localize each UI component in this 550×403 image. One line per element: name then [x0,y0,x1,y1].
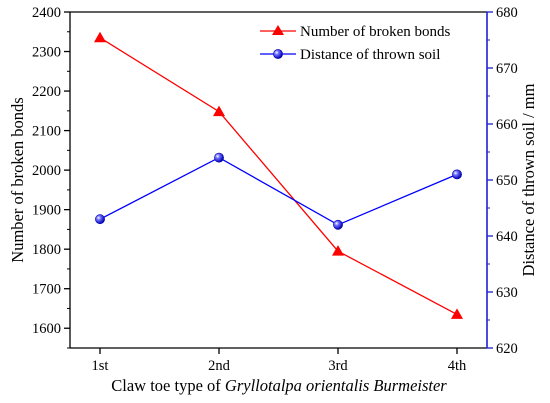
broken-bonds-point [213,105,225,117]
right-tick-label: 660 [496,117,518,133]
left-axis-title: Number of broken bonds [8,97,27,262]
thrown-soil-point [214,152,224,163]
legend-item-thrown-soil: Distance of thrown soil [260,47,440,63]
series-line-thrown-soil [99,156,458,226]
legend-circle-marker-icon [273,49,283,59]
x-axis-title-prefix: Claw toe type of [111,376,225,395]
left-tick-label: 1700 [32,282,61,298]
thrown-soil-point [95,214,105,225]
right-tick-label: 670 [496,61,518,77]
x-tick-label: 3rd [328,358,348,374]
legend-item-broken-bonds: Number of broken bonds [260,24,451,40]
legend-triangle-marker-icon [272,25,284,35]
right-tick-label: 620 [496,341,518,357]
thrown-soil-point [452,169,462,180]
left-tick-label: 2400 [32,5,61,21]
right-tick-label: 640 [496,229,518,245]
thrown-soil-point [333,219,343,230]
legend: Number of broken bonds Distance of throw… [260,24,451,63]
left-tick-label: 1800 [32,242,61,258]
left-tick-label: 1900 [32,203,61,219]
left-tick-label: 2200 [32,84,61,100]
x-tick-label: 1st [92,358,109,374]
broken-bonds-point [451,308,463,319]
left-tick-label: 2100 [32,124,61,140]
legend-label-thrown-soil: Distance of thrown soil [300,47,440,63]
left-tick-label: 1600 [32,321,61,337]
broken-bonds-point [94,31,106,43]
left-tick-label: 2000 [32,163,61,179]
right-axis-title: Distance of thrown soil / mm [519,83,538,276]
series-layer [94,31,463,319]
broken-bonds-point [332,245,344,256]
right-tick-label: 630 [496,285,518,301]
left-tick-label: 2300 [32,45,61,61]
legend-label-broken-bonds: Number of broken bonds [300,24,451,40]
series-line-broken-bonds [99,37,458,315]
x-tick-label: 2nd [208,358,231,374]
x-axis-title-species: Gryllotalpa orientalis Burmeister [225,376,447,395]
axes: 1600 1700 1800 1900 2000 2100 2200 2300 2400 620 6… [32,5,518,374]
x-axis-title: Claw toe type of Gryllotalpa orientalis … [111,376,447,395]
right-tick-label: 650 [496,173,518,189]
right-tick-label: 680 [496,5,518,21]
x-tick-label: 4th [448,358,467,374]
